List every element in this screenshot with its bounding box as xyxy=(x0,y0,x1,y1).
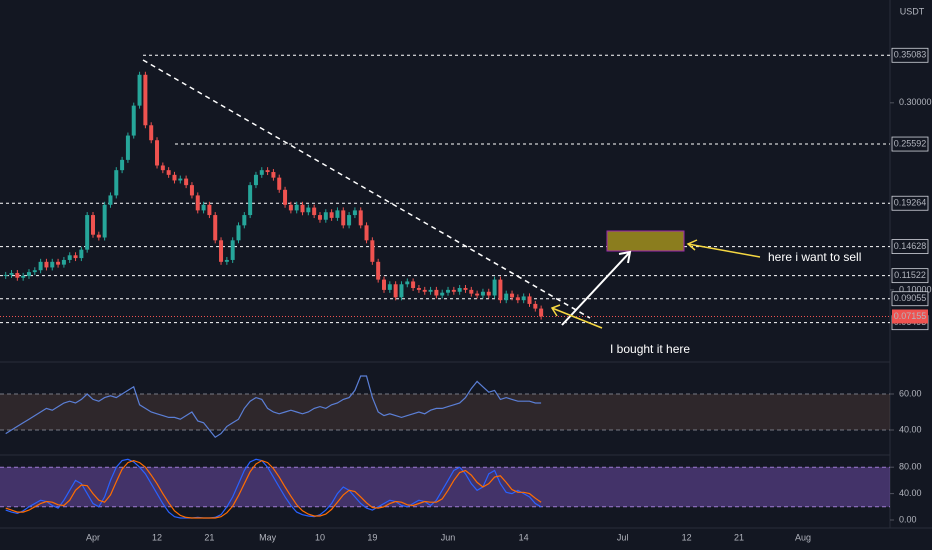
level-label: 0.25592 xyxy=(894,138,927,148)
x-tick-label: 12 xyxy=(682,532,692,542)
buy-note: I bought it here xyxy=(610,342,690,356)
x-tick-label: 21 xyxy=(734,532,744,542)
last-price-label: 0.07155 xyxy=(894,311,927,321)
indicator-line xyxy=(5,459,542,519)
y-tick-label: 80.00 xyxy=(899,462,922,472)
level-label: 0.09055 xyxy=(894,293,927,303)
level-label: 0.11522 xyxy=(894,270,926,280)
x-tick-label: Apr xyxy=(86,532,100,542)
indicator-band xyxy=(0,467,890,507)
level-label: 0.14628 xyxy=(894,241,927,251)
y-tick-label: 0.10000 xyxy=(899,284,932,294)
sell-zone xyxy=(606,230,685,252)
level-label-box xyxy=(891,268,929,284)
level-label: 0.19264 xyxy=(894,198,927,208)
indicator-band xyxy=(0,394,890,430)
buy-to-sell-arrow xyxy=(561,250,632,326)
indicator-line xyxy=(5,458,542,519)
y-tick-label: 40.00 xyxy=(899,424,922,434)
x-tick-label: 21 xyxy=(204,532,214,542)
x-tick-label: Aug xyxy=(795,532,811,542)
level-label: 0.35083 xyxy=(894,50,927,60)
x-tick-label: Jul xyxy=(617,532,629,542)
level-label-box xyxy=(891,239,929,254)
x-tick-label: May xyxy=(259,532,277,542)
sell-arrow xyxy=(686,239,761,258)
level-label-box xyxy=(891,291,929,307)
level-label-box xyxy=(891,136,929,152)
y-tick-label: 0.30000 xyxy=(899,97,932,107)
x-tick-label: Jun xyxy=(441,532,456,542)
x-tick-label: 12 xyxy=(152,532,162,542)
x-tick-label: 10 xyxy=(315,532,325,542)
last-price-box xyxy=(892,309,928,324)
level-label-box xyxy=(891,47,929,63)
level-label-box xyxy=(891,195,929,211)
x-tick-label: 14 xyxy=(519,532,529,542)
x-tick-label: 19 xyxy=(367,532,377,542)
y-tick-label: 60.00 xyxy=(899,388,922,398)
indicator-line xyxy=(5,375,542,438)
main-pane xyxy=(0,54,890,324)
y-tick-label: 0.00 xyxy=(899,514,917,524)
unit-label: USDT xyxy=(900,6,925,16)
y-tick-label: 40.00 xyxy=(899,488,922,498)
buy-arrow xyxy=(550,304,603,329)
sell-note: here i want to sell xyxy=(768,250,861,264)
